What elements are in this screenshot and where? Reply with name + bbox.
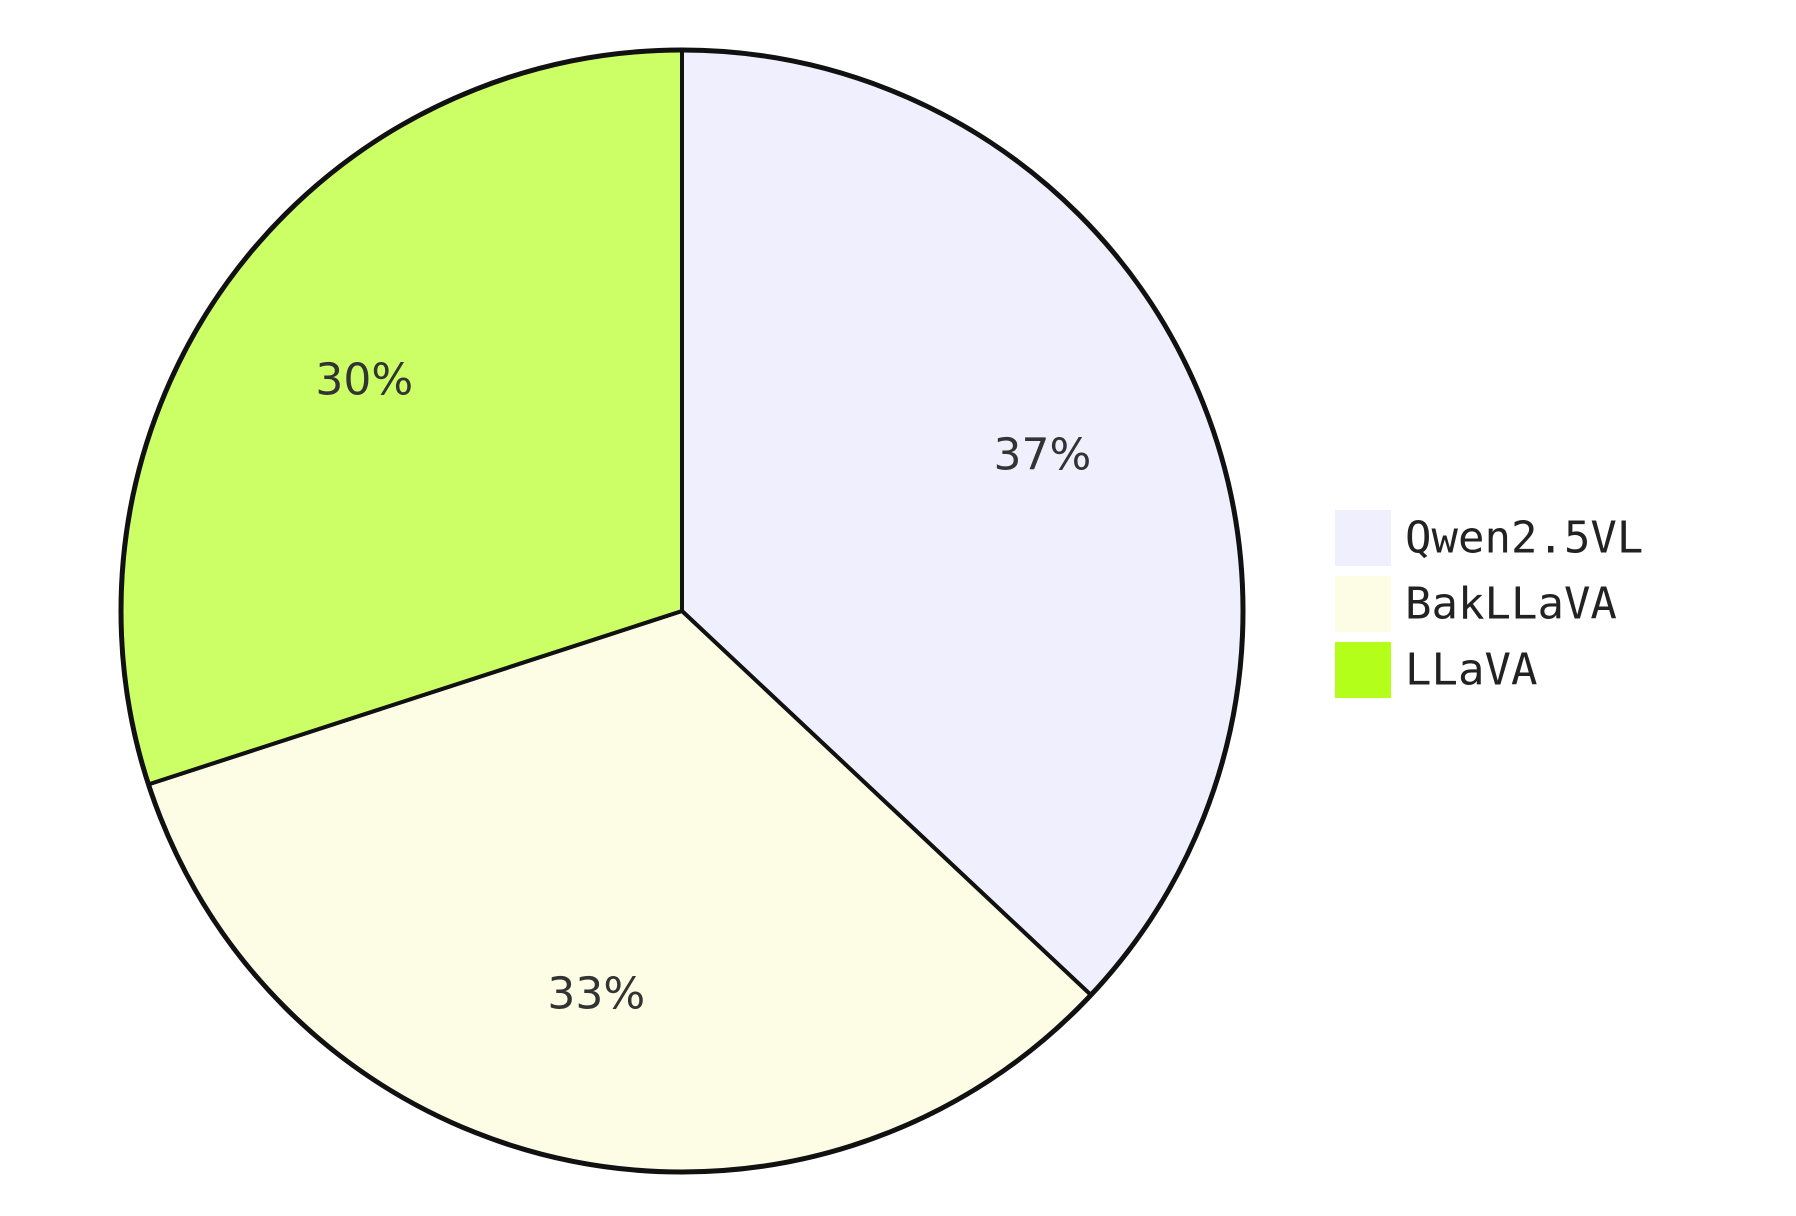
slice-label: 37% <box>994 430 1092 481</box>
legend-label: Qwen2.5VL <box>1405 513 1643 564</box>
legend-label: BakLLaVA <box>1405 579 1617 630</box>
pie-slices <box>118 48 1245 1174</box>
legend-label: LLaVA <box>1405 645 1537 696</box>
legend-swatch <box>1335 510 1391 566</box>
pie-outline <box>118 47 1246 1175</box>
legend: Qwen2.5VL BakLLaVA LLaVA <box>1335 510 1643 698</box>
legend-swatch <box>1335 642 1391 698</box>
slice-labels: 37% 33% 30% <box>315 355 1091 1020</box>
slice-label: 30% <box>315 355 413 406</box>
slice-label: 33% <box>547 969 645 1020</box>
legend-swatch <box>1335 576 1391 632</box>
